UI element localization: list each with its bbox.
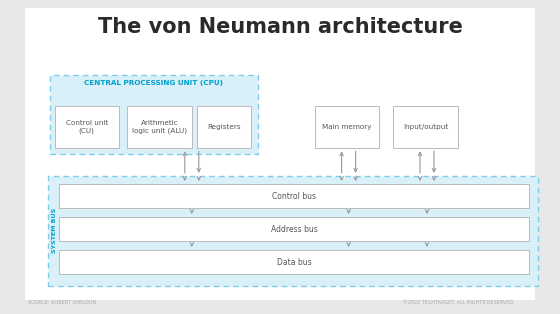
FancyBboxPatch shape [393,106,458,149]
FancyBboxPatch shape [55,106,119,149]
Text: Control unit
(CU): Control unit (CU) [66,121,108,134]
FancyBboxPatch shape [59,184,529,208]
Text: SOURCE: ROBERT SHELDON: SOURCE: ROBERT SHELDON [28,300,96,305]
FancyBboxPatch shape [25,8,535,300]
FancyBboxPatch shape [59,250,529,274]
Text: CENTRAL PROCESSING UNIT (CPU): CENTRAL PROCESSING UNIT (CPU) [85,80,223,86]
Text: Control bus: Control bus [272,192,316,201]
FancyBboxPatch shape [127,106,192,149]
Text: Address bus: Address bus [270,225,318,234]
FancyBboxPatch shape [48,176,538,286]
Text: SYSTEM BUS: SYSTEM BUS [53,208,57,253]
Text: Input/output: Input/output [403,124,448,130]
Text: ©2022 TECHTARGET. ALL RIGHTS RESERVED.: ©2022 TECHTARGET. ALL RIGHTS RESERVED. [403,300,515,305]
Text: Data bus: Data bus [277,258,311,267]
Text: Registers: Registers [207,124,241,130]
FancyBboxPatch shape [198,106,250,149]
Text: Main memory: Main memory [323,124,372,130]
Text: The von Neumann architecture: The von Neumann architecture [97,17,463,37]
FancyBboxPatch shape [50,75,258,154]
FancyBboxPatch shape [315,106,380,149]
FancyBboxPatch shape [59,217,529,241]
Text: Arithmetic
logic unit (ALU): Arithmetic logic unit (ALU) [132,121,187,134]
